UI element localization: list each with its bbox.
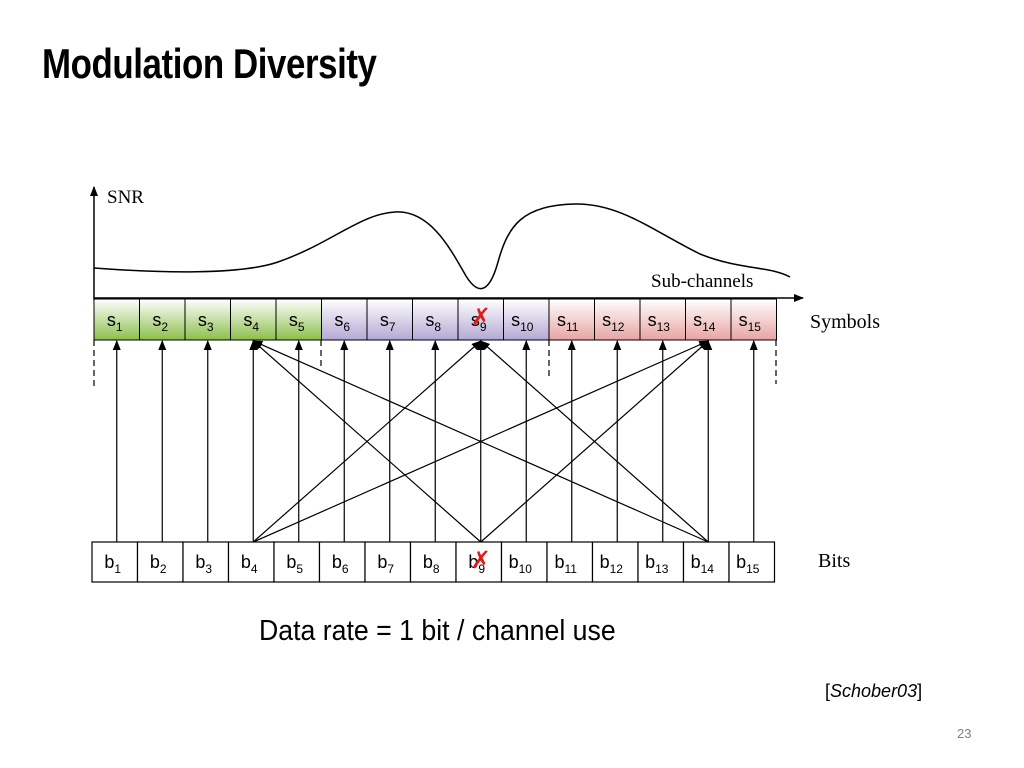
- bit-cell-b8: b8: [409, 541, 457, 583]
- bit-cell-b11: b11: [546, 541, 594, 583]
- bit-fail-mark-icon: ✗: [471, 546, 491, 574]
- snr-curve: [93, 203, 791, 290]
- symbol-cell-s15: s15: [730, 298, 777, 341]
- group-separators: [93, 340, 777, 386]
- symbol-cell-s10: s10: [503, 298, 550, 341]
- citation-ref: Schober03: [830, 681, 918, 701]
- bits-row-label: Bits: [818, 550, 850, 572]
- bit-cell-b6: b6: [318, 541, 366, 583]
- bit-cell-b9: b9: [455, 541, 503, 583]
- symbol-group-fill: [321, 299, 549, 340]
- bit-cell-b1: b1: [91, 541, 139, 583]
- snr-axis-label: SNR: [107, 187, 144, 208]
- symbol-fail-mark-icon: ✗: [471, 303, 491, 331]
- page-number: 23: [957, 726, 972, 741]
- bit-cell-b3: b3: [182, 541, 230, 583]
- bit-label: b11: [555, 552, 578, 576]
- subchannel-axis-label: Sub-channels: [651, 271, 753, 292]
- cross-mapping-arrow: [480, 340, 709, 543]
- bit-cell-b7: b7: [364, 541, 412, 583]
- data-rate-caption: Data rate = 1 bit / channel use: [259, 615, 616, 647]
- symbols-row-label: Symbols: [810, 311, 880, 333]
- bit-cell-b13: b13: [637, 541, 685, 583]
- slide-title: Modulation Diversity: [42, 40, 377, 87]
- bit-cell-b15: b15: [728, 541, 776, 583]
- symbol-group-fill: [549, 299, 777, 340]
- cross-mapping-arrow: [252, 340, 482, 543]
- citation: [Schober03]: [825, 681, 922, 702]
- bit-cell-b14: b14: [682, 541, 730, 583]
- symbol-group-fill: [94, 299, 322, 340]
- citation-open: [: [825, 681, 831, 701]
- cross-mapping-arrow: [252, 340, 709, 543]
- citation-close: ]: [917, 681, 923, 701]
- bit-cell-b12: b12: [591, 541, 639, 583]
- bit-cell-b10: b10: [500, 541, 548, 583]
- symbol-label: s10: [511, 310, 534, 334]
- bit-cell-b2: b2: [136, 541, 184, 583]
- bit-cell-b4: b4: [227, 541, 275, 583]
- bit-cell-b5: b5: [273, 541, 321, 583]
